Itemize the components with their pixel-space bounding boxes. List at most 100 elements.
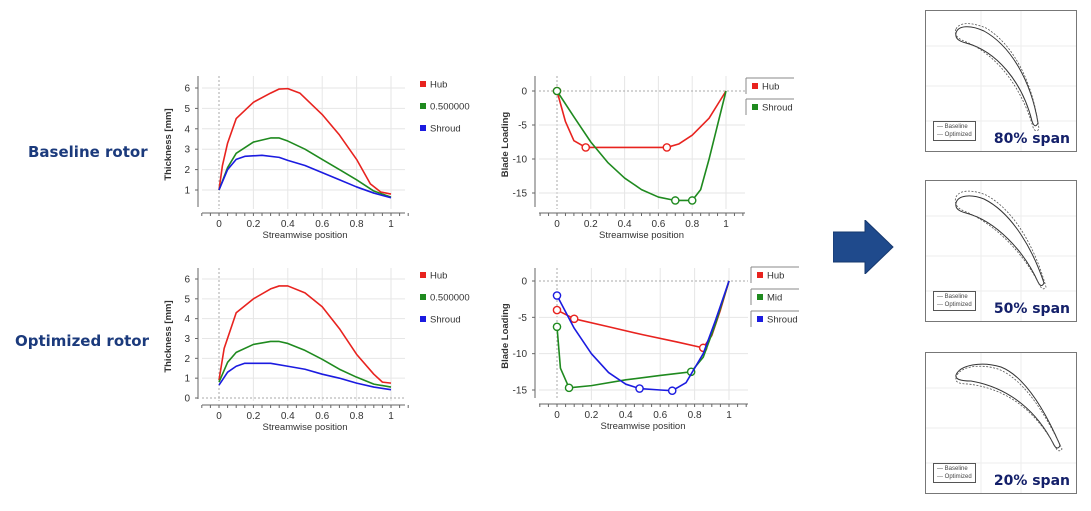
optimized-rotor-label: Optimized rotor bbox=[15, 332, 150, 350]
y-tick-label: 0 bbox=[521, 87, 527, 98]
x-tick-label: 0.6 bbox=[315, 219, 329, 230]
y-tick-label: 5 bbox=[184, 104, 190, 115]
legend-swatch bbox=[420, 81, 426, 87]
blade-legend: — Baseline --- Optimized bbox=[933, 463, 976, 483]
legend-label: Shroud bbox=[762, 103, 793, 114]
y-tick-label: 1 bbox=[184, 186, 190, 197]
x-tick-label: 1 bbox=[388, 411, 394, 422]
control-point-marker bbox=[552, 322, 562, 332]
blade-panel-20: — Baseline --- Optimized 20% span bbox=[925, 352, 1077, 494]
right-arrow-icon bbox=[833, 220, 894, 274]
x-tick-label: 0.6 bbox=[315, 411, 329, 422]
x-tick-label: 0.4 bbox=[618, 219, 632, 230]
blade-legend: — Baseline --- Optimized bbox=[933, 291, 976, 311]
x-tick-label: 0.8 bbox=[688, 410, 702, 421]
span-label: 50% span bbox=[993, 301, 1070, 317]
legend-baseline: Baseline bbox=[944, 294, 968, 300]
series-line-hub bbox=[556, 90, 727, 149]
y-axis-label: Blade Loading bbox=[500, 303, 511, 369]
control-point-marker bbox=[687, 196, 697, 205]
y-axis-label: Thickness [mm] bbox=[163, 108, 174, 180]
x-tick-label: 1 bbox=[726, 410, 732, 421]
chart-baseline-thickness: 0 0.2 0.4 0.6 0.8 1 1 2 3 4 5 6 Streamwise position T… bbox=[163, 76, 470, 241]
y-tick-label: 4 bbox=[184, 124, 190, 135]
x-axis-label: Streamwise position bbox=[262, 230, 347, 241]
chart-optimized-thickness: 0 0.2 0.4 0.6 0.8 1 0 1 2 3 4 5 6 Streamwise position… bbox=[163, 268, 470, 433]
x-axis-label: Streamwise position bbox=[262, 422, 347, 433]
legend-swatch bbox=[420, 125, 426, 131]
series-line-hub bbox=[218, 87, 392, 195]
legend-optimized: Optimized bbox=[944, 302, 972, 308]
baseline-rotor-label: Baseline rotor bbox=[28, 143, 148, 161]
span-label: 80% span bbox=[993, 131, 1070, 147]
y-tick-label: 0 bbox=[184, 394, 190, 405]
y-tick-label: 0 bbox=[521, 277, 527, 288]
legend-label: Mid bbox=[767, 293, 782, 304]
series-line-shroud bbox=[218, 362, 392, 391]
blade-profile-20 bbox=[926, 353, 1076, 493]
x-tick-label: 1 bbox=[388, 219, 394, 230]
chart-baseline-loading: 0 0.2 0.4 0.6 0.8 1 0 -5 -10 -15 Streamwise positi… bbox=[500, 76, 794, 241]
x-tick-label: 0.2 bbox=[246, 219, 260, 230]
series-line-0.500000 bbox=[218, 137, 392, 198]
series-line-shroud bbox=[556, 280, 730, 392]
legend-swatch bbox=[420, 316, 426, 322]
x-tick-label: 0.8 bbox=[350, 219, 364, 230]
series-line-hub bbox=[556, 280, 730, 349]
control-point-marker bbox=[581, 143, 591, 152]
y-tick-label: 6 bbox=[184, 275, 190, 286]
legend-label: Hub bbox=[430, 271, 447, 282]
legend-baseline: Baseline bbox=[944, 124, 968, 130]
x-tick-label: 0.8 bbox=[685, 219, 699, 230]
y-tick-label: -10 bbox=[513, 155, 528, 166]
control-point-marker bbox=[552, 291, 562, 300]
y-tick-label: 2 bbox=[184, 354, 190, 365]
y-tick-label: 3 bbox=[184, 145, 190, 156]
legend-swatch bbox=[757, 294, 763, 300]
x-tick-label: 0.4 bbox=[281, 219, 295, 230]
y-tick-label: 5 bbox=[184, 294, 190, 305]
y-tick-label: 2 bbox=[184, 165, 190, 176]
control-point-marker bbox=[552, 305, 562, 315]
control-point-marker bbox=[667, 386, 677, 396]
legend-swatch bbox=[420, 272, 426, 278]
x-tick-label: 0.6 bbox=[651, 219, 665, 230]
x-tick-label: 0.4 bbox=[619, 410, 633, 421]
legend-baseline: Baseline bbox=[944, 466, 968, 472]
legend-label: Hub bbox=[767, 271, 784, 282]
series-line-shroud bbox=[556, 90, 727, 202]
series-line-shroud bbox=[218, 154, 392, 199]
x-tick-label: 1 bbox=[723, 219, 729, 230]
legend-swatch bbox=[757, 316, 763, 322]
control-point-marker bbox=[635, 384, 644, 393]
legend-label: Shroud bbox=[767, 315, 798, 326]
legend-label: 0.500000 bbox=[430, 293, 470, 304]
x-tick-label: 0 bbox=[554, 219, 560, 230]
x-tick-label: 0.2 bbox=[584, 410, 598, 421]
y-axis-label: Blade Loading bbox=[500, 112, 511, 178]
y-tick-label: -5 bbox=[518, 313, 527, 324]
y-tick-label: 3 bbox=[184, 334, 190, 345]
series-line-hub bbox=[218, 285, 392, 384]
legend-label: 0.500000 bbox=[430, 102, 470, 113]
x-tick-label: 0.2 bbox=[246, 411, 260, 422]
blade-panel-50: — Baseline --- Optimized 50% span bbox=[925, 180, 1077, 322]
y-tick-label: -15 bbox=[513, 386, 528, 397]
y-tick-label: 1 bbox=[184, 374, 190, 385]
x-tick-label: 0 bbox=[554, 410, 560, 421]
y-tick-label: 4 bbox=[184, 314, 190, 325]
legend-label: Shroud bbox=[430, 315, 461, 326]
x-tick-label: 0 bbox=[216, 219, 222, 230]
x-tick-label: 0.8 bbox=[350, 411, 364, 422]
x-axis-label: Streamwise position bbox=[600, 421, 685, 432]
legend-swatch bbox=[420, 103, 426, 109]
series-line-mid bbox=[556, 280, 730, 389]
x-axis-label: Streamwise position bbox=[599, 230, 684, 241]
y-tick-label: -15 bbox=[513, 189, 528, 200]
legend-optimized: Optimized bbox=[944, 474, 972, 480]
y-tick-label: 6 bbox=[184, 84, 190, 95]
legend-label: Shroud bbox=[430, 124, 461, 135]
legend-label: Hub bbox=[762, 82, 779, 93]
